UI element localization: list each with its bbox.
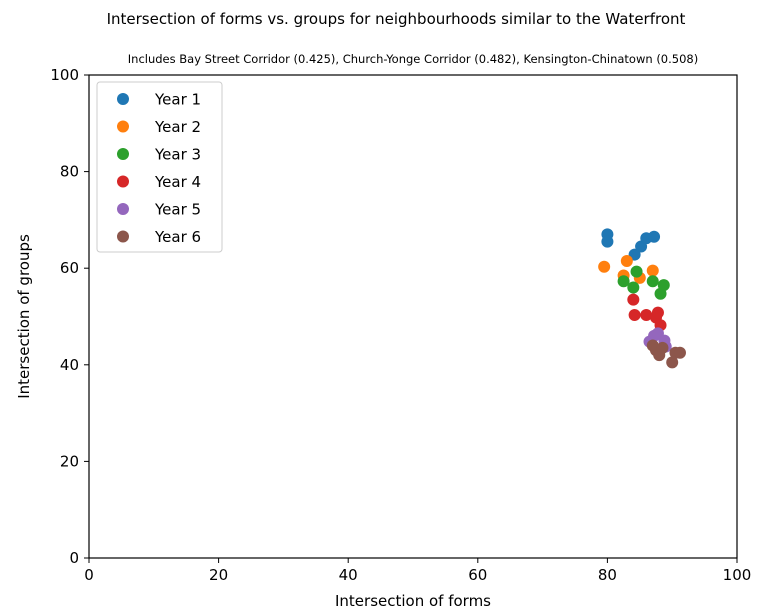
legend-label-year-3: Year 3 xyxy=(154,146,201,164)
data-point-year-4 xyxy=(640,309,653,322)
x-tick-label: 80 xyxy=(598,566,617,584)
legend-marker-year-1 xyxy=(117,93,129,105)
legend-marker-year-2 xyxy=(117,120,129,133)
legend-label-year-1: Year 1 xyxy=(154,91,201,109)
y-axis-ticks: 0 20 40 60 80 100 xyxy=(50,66,89,567)
data-point-year-1 xyxy=(601,235,614,248)
legend-label-year-4: Year 4 xyxy=(154,173,201,191)
x-axis-label: Intersection of forms xyxy=(335,592,491,610)
data-point-year-2 xyxy=(646,264,659,277)
chart-subtitle: Includes Bay Street Corridor (0.425), Ch… xyxy=(128,52,698,66)
data-point-year-1 xyxy=(648,230,661,243)
y-tick-label: 100 xyxy=(50,66,79,84)
data-point-year-6 xyxy=(656,341,669,354)
data-point-year-3 xyxy=(630,265,643,278)
x-tick-label: 20 xyxy=(209,566,228,584)
legend-marker-year-6 xyxy=(117,230,129,243)
legend-marker-year-3 xyxy=(117,148,129,160)
legend: Year 1 Year 2 Year 3 Year 4 Year 5 Year 6 xyxy=(96,81,223,253)
data-point-year-3 xyxy=(617,275,630,288)
data-point-year-6 xyxy=(673,346,686,359)
data-point-year-4 xyxy=(627,293,640,306)
data-points xyxy=(598,228,686,369)
data-point-year-2 xyxy=(598,260,611,273)
y-axis-label: Intersection of groups xyxy=(15,234,33,399)
data-point-year-3 xyxy=(646,275,659,288)
data-point-year-2 xyxy=(620,254,633,267)
plot-area-frame xyxy=(88,74,738,559)
legend-label-year-5: Year 5 xyxy=(154,201,201,219)
x-tick-label: 40 xyxy=(339,566,358,584)
y-tick-label: 0 xyxy=(69,549,79,567)
x-axis-ticks: 0 20 40 60 80 100 xyxy=(84,558,751,584)
y-tick-label: 60 xyxy=(60,259,79,277)
y-tick-label: 20 xyxy=(60,452,79,470)
legend-label-year-2: Year 2 xyxy=(154,118,201,136)
y-tick-label: 40 xyxy=(60,356,79,374)
x-tick-label: 100 xyxy=(723,566,752,584)
legend-marker-year-4 xyxy=(117,175,129,188)
x-tick-label: 0 xyxy=(84,566,94,584)
data-point-year-6 xyxy=(666,356,679,369)
x-tick-label: 60 xyxy=(468,566,487,584)
legend-label-year-6: Year 6 xyxy=(154,228,201,246)
y-tick-label: 80 xyxy=(60,163,79,181)
legend-marker-year-5 xyxy=(117,203,129,215)
chart-title: Intersection of forms vs. groups for nei… xyxy=(107,10,686,28)
data-point-year-3 xyxy=(627,281,640,294)
data-point-year-3 xyxy=(657,279,670,292)
data-point-year-4 xyxy=(651,306,664,319)
data-point-year-4 xyxy=(628,309,641,322)
